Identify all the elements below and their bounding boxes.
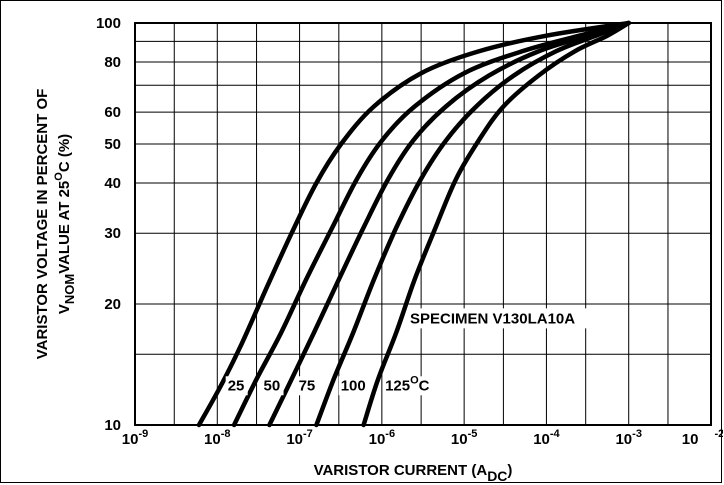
y-tick-label: 20 [104, 296, 121, 313]
series-label-bg [225, 376, 248, 396]
series-label-value: 25 [228, 377, 245, 394]
x-tick-exponent: -6 [385, 428, 395, 440]
x-axis-title-close: ) [507, 462, 512, 479]
series-label-bg [296, 376, 319, 396]
y-axis-title-line2: VNOMVALUE AT 25OC (%) [53, 134, 77, 314]
annotation-bg [407, 308, 626, 329]
x-tick-exponent: -9 [138, 428, 148, 440]
curve-125 [361, 20, 631, 428]
x-axis-title-sub: DC [487, 468, 507, 484]
curve-50 [231, 20, 631, 428]
y-axis-title-degree: O [53, 172, 65, 181]
series-label-75: 75 [299, 377, 316, 394]
x-tick-base: 10 [451, 431, 468, 448]
x-tick-label: 10 -2 [682, 428, 723, 448]
x-tick-label: 10-9 [122, 428, 148, 448]
series-label-bg [261, 376, 284, 396]
x-tick-base: 10 [682, 431, 699, 448]
series-label-value: 100 [341, 377, 366, 394]
y-tick-label: 60 [104, 104, 121, 121]
series-label-degree: O [410, 374, 419, 386]
series-label-50: 50 [264, 377, 281, 394]
x-tick-base: 10 [204, 431, 221, 448]
y-tick-label: 50 [104, 136, 121, 153]
curve-75 [267, 20, 631, 428]
curve-100 [314, 20, 631, 428]
x-tick-exponent: -4 [550, 428, 561, 440]
plot-border [134, 22, 712, 426]
y-axis-title-mid: VALUE AT 25 [56, 181, 73, 274]
series-label-25: 25 [228, 377, 245, 394]
series-label-bg [338, 376, 370, 396]
x-grid [134, 23, 712, 425]
x-tick-label: 10-3 [615, 428, 641, 448]
x-tick-exponent: -3 [632, 428, 642, 440]
x-tick-label: 10-5 [451, 428, 477, 448]
x-tick-base: 10 [369, 431, 386, 448]
y-axis-title-post: C (%) [56, 134, 73, 172]
series-label-value: 50 [264, 377, 281, 394]
x-tick-base: 10 [615, 431, 632, 448]
x-tick-exponent: -8 [221, 428, 231, 440]
x-tick-label: 10-8 [204, 428, 230, 448]
series-label-value: 125 [385, 377, 410, 394]
x-tick-label: 10-6 [369, 428, 395, 448]
y-tick-label: 80 [104, 54, 121, 71]
x-tick-exponent: -2 [714, 428, 723, 440]
curves [196, 20, 631, 428]
y-axis-title-nom: NOM [62, 274, 77, 304]
series-label-bg [383, 376, 439, 396]
plot-area [135, 23, 711, 425]
x-tick-exponent: -5 [468, 428, 478, 440]
y-tick-label: 30 [104, 225, 121, 242]
x-axis-title: VARISTOR CURRENT (ADC) [314, 462, 513, 484]
series-label-unit: C [419, 377, 430, 394]
y-tick-label: 100 [96, 15, 121, 32]
x-tick-base: 10 [122, 431, 139, 448]
y-tick-label: 40 [104, 175, 121, 192]
x-axis-title-main: VARISTOR CURRENT (A [314, 462, 488, 479]
x-tick-exponent: -7 [303, 428, 313, 440]
y-axis-title-v: V [56, 304, 73, 314]
x-tick-base: 10 [286, 431, 303, 448]
series-label-125: 125OC [385, 374, 430, 394]
curve-25 [196, 20, 631, 428]
series-label-100: 100 [341, 377, 366, 394]
series-label-value: 75 [299, 377, 316, 394]
x-tick-label: 10-4 [533, 428, 560, 448]
y-axis-title-line1: VARISTOR VOLTAGE IN PERCENT OF [34, 89, 51, 360]
specimen-annotation: SPECIMEN V130LA10A [410, 310, 575, 327]
y-tick-label: 10 [104, 417, 121, 434]
x-tick-label: 10-7 [286, 428, 312, 448]
x-tick-base: 10 [533, 431, 550, 448]
